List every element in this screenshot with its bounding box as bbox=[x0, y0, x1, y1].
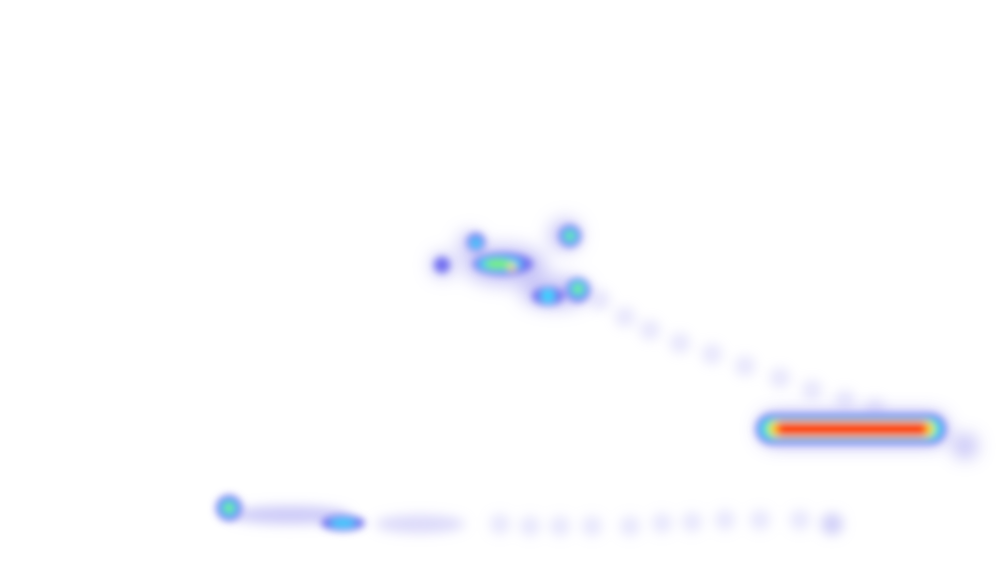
top-cluster-core bbox=[434, 225, 590, 305]
bottom-hotspots bbox=[216, 495, 365, 531]
faint-trail-diagonal bbox=[590, 290, 885, 418]
bottom-trail bbox=[230, 506, 843, 536]
right-hotspot-core bbox=[756, 414, 946, 444]
